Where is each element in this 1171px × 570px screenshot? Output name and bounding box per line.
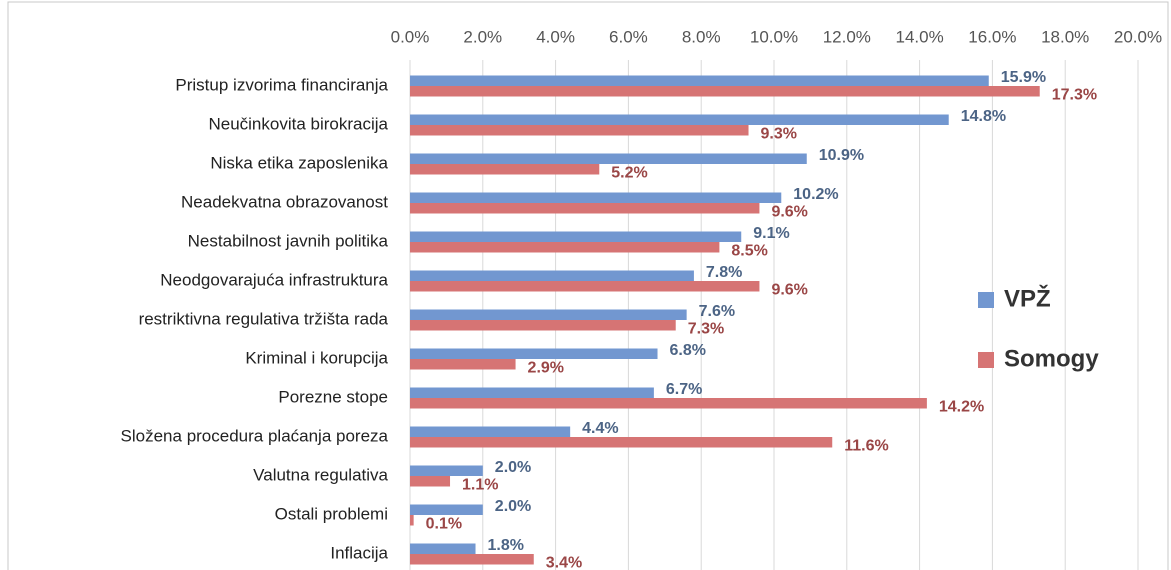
value-label: 5.2% [611, 164, 647, 181]
value-label: 0.1% [426, 515, 462, 532]
bar [410, 164, 600, 175]
value-label: 3.4% [546, 554, 582, 570]
x-tick-label: 2.0% [463, 27, 502, 46]
category-label: Porezne stope [278, 387, 388, 406]
category-label: restriktivna regulativa tržišta rada [139, 309, 389, 328]
bar [410, 320, 676, 331]
category-label: Valutna regulativa [253, 465, 388, 484]
value-label: 15.9% [1001, 69, 1046, 86]
bar [410, 437, 833, 448]
category-label: Kriminal i korupcija [245, 348, 388, 367]
value-label: 7.8% [706, 264, 742, 281]
bar [410, 543, 476, 554]
legend-swatch [978, 292, 994, 308]
value-label: 7.3% [688, 320, 724, 337]
category-label: Neadekvatna obrazovanost [181, 192, 388, 211]
legend-label: Somogy [1004, 345, 1099, 372]
value-label: 14.2% [939, 398, 984, 415]
x-tick-label: 16.0% [968, 27, 1016, 46]
category-label: Pristup izvorima financiranja [175, 75, 388, 94]
bar [410, 476, 451, 487]
bar [410, 125, 749, 136]
x-tick-label: 4.0% [536, 27, 575, 46]
bar [410, 281, 760, 292]
bar [410, 153, 807, 164]
bar [410, 359, 516, 370]
x-tick-label: 0.0% [391, 27, 430, 46]
bar [410, 231, 742, 242]
value-label: 9.6% [771, 203, 807, 220]
value-label: 4.4% [582, 420, 618, 437]
bar [410, 426, 571, 437]
value-label: 8.5% [731, 242, 767, 259]
bar [410, 398, 927, 409]
category-label: Neučinkovita birokracija [208, 114, 388, 133]
category-label: Nestabilnost javnih politika [188, 231, 389, 250]
value-label: 10.9% [819, 147, 864, 164]
chart-frame [7, 1, 1169, 570]
bar [410, 75, 989, 86]
bar [410, 86, 1040, 97]
value-label: 1.1% [462, 476, 498, 493]
bar [410, 270, 694, 281]
bar [410, 192, 782, 203]
bar [410, 348, 658, 359]
value-label: 1.8% [488, 537, 524, 554]
bar [410, 114, 949, 125]
value-label: 17.3% [1052, 86, 1097, 103]
category-label: Inflacija [330, 543, 388, 562]
value-label: 9.1% [753, 225, 789, 242]
value-label: 2.9% [528, 359, 564, 376]
bar [410, 515, 414, 526]
value-label: 2.0% [495, 498, 531, 515]
bar [410, 504, 483, 515]
x-tick-label: 12.0% [823, 27, 871, 46]
legend-swatch [978, 352, 994, 368]
x-tick-label: 10.0% [750, 27, 798, 46]
category-label: Niska etika zaposlenika [210, 153, 388, 172]
category-label: Neodgovarajuća infrastruktura [160, 270, 388, 289]
x-tick-label: 8.0% [682, 27, 721, 46]
bar [410, 203, 760, 214]
bar [410, 387, 654, 398]
bar [410, 465, 483, 476]
bar [410, 309, 687, 320]
value-label: 2.0% [495, 459, 531, 476]
category-label: Ostali problemi [275, 504, 388, 523]
value-label: 9.6% [771, 281, 807, 298]
legend-label: VPŽ [1004, 284, 1051, 312]
x-tick-label: 14.0% [895, 27, 943, 46]
x-tick-label: 6.0% [609, 27, 648, 46]
bar [410, 242, 720, 253]
bar [410, 554, 534, 565]
x-tick-label: 20.0% [1114, 27, 1162, 46]
value-label: 14.8% [961, 108, 1006, 125]
value-label: 6.8% [670, 342, 706, 359]
value-label: 11.6% [844, 437, 888, 454]
value-label: 6.7% [666, 381, 702, 398]
value-label: 9.3% [761, 125, 797, 142]
value-label: 7.6% [699, 303, 735, 320]
category-label: Složena procedura plaćanja poreza [121, 426, 389, 445]
x-tick-label: 18.0% [1041, 27, 1089, 46]
value-label: 10.2% [793, 186, 838, 203]
